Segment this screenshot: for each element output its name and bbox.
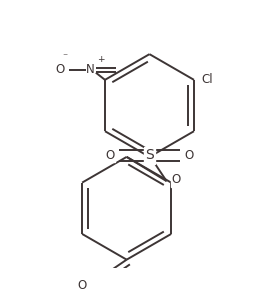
Text: O: O — [105, 149, 114, 162]
Text: Cl: Cl — [201, 73, 213, 86]
Text: ⁻: ⁻ — [62, 53, 68, 63]
Text: N: N — [86, 63, 95, 76]
Text: O: O — [77, 279, 87, 292]
Text: O: O — [172, 173, 181, 186]
Text: S: S — [145, 148, 154, 162]
Text: O: O — [185, 149, 194, 162]
Text: O: O — [56, 63, 65, 76]
Text: +: + — [97, 55, 105, 64]
